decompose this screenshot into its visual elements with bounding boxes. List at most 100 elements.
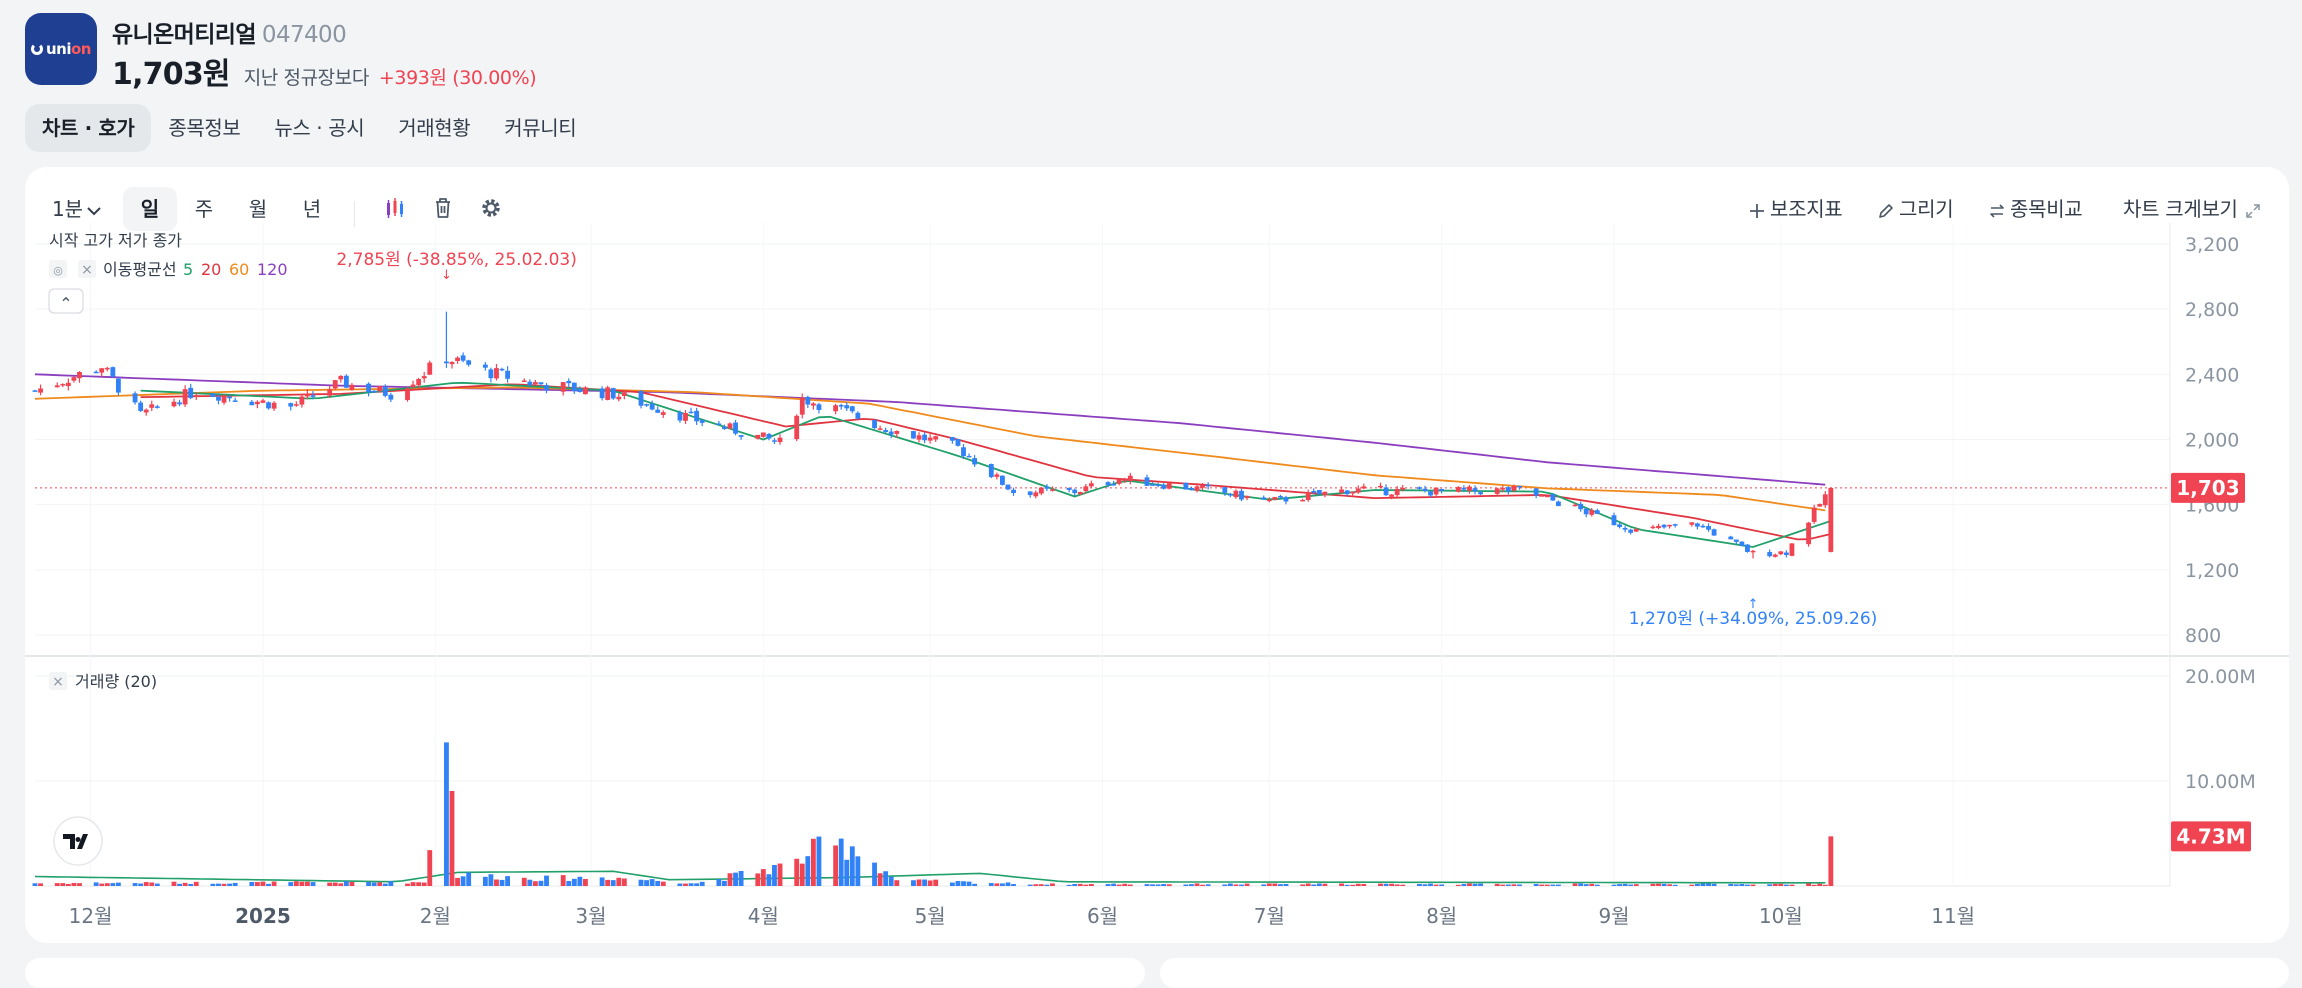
candle-body <box>1817 504 1823 507</box>
trash-icon[interactable] <box>426 191 460 225</box>
volume-tick-label: 10.00M <box>2185 771 2256 793</box>
volume-bar <box>32 883 38 886</box>
candle-body <box>894 430 900 434</box>
draw-button[interactable]: 그리기 <box>1877 187 1954 231</box>
x-tick-label: 8월 <box>1426 904 1457 928</box>
volume-bar <box>1072 884 1078 886</box>
volume-bar <box>1378 883 1383 886</box>
volume-bar <box>1050 883 1055 886</box>
candle-body <box>683 412 688 421</box>
volume-bar <box>1389 883 1395 886</box>
candle-body <box>1750 550 1756 553</box>
candle-body <box>1461 487 1467 490</box>
candle-body <box>1472 488 1478 492</box>
volume-bar <box>810 838 816 886</box>
volume-bar <box>1394 884 1400 886</box>
candle-body <box>377 386 383 392</box>
volume-bar <box>1822 884 1828 886</box>
y-tick-label: 3,200 <box>2185 234 2239 256</box>
volume-bar <box>132 883 138 886</box>
candle-body <box>755 434 761 439</box>
volume-bar <box>694 883 700 886</box>
volume-bar <box>1150 884 1155 886</box>
candle-body <box>1116 479 1122 484</box>
volume-bar <box>699 881 705 886</box>
volume-bar <box>1194 883 1200 886</box>
current-volume-badge-label: 4.73M <box>2176 824 2245 848</box>
candle-body <box>154 406 160 408</box>
volume-bar <box>115 882 121 886</box>
candle-body <box>293 404 299 406</box>
candle-type-icon[interactable] <box>378 191 412 225</box>
candle-body <box>688 411 694 414</box>
candle-body <box>60 384 66 386</box>
candle-body <box>1433 487 1439 495</box>
indicator-button[interactable]: 보조지표 <box>1748 187 1843 231</box>
fullscreen-button[interactable]: 차트 크게보기 <box>2123 187 2262 231</box>
gear-icon[interactable] <box>474 191 508 225</box>
candle-body <box>65 382 71 387</box>
candle-body <box>1077 492 1083 495</box>
tab-news[interactable]: 뉴스 · 공시 <box>274 116 365 140</box>
candle-body <box>1650 526 1656 529</box>
tab-trading[interactable]: 거래현황 <box>398 116 471 140</box>
candle-body <box>1066 487 1072 490</box>
price-chart[interactable]: 3,2002,8002,4002,0001,6001,20080020.00M1… <box>25 223 2289 943</box>
candle-body <box>232 400 238 402</box>
ma-legend-period: 120 <box>257 260 288 279</box>
candle-body <box>694 410 700 422</box>
volume-bar <box>299 881 305 886</box>
candle-body <box>605 387 611 400</box>
candle-body <box>305 393 310 397</box>
volume-bar <box>1027 884 1033 886</box>
candle-body <box>1622 527 1628 530</box>
candle-body <box>794 415 800 440</box>
compare-button[interactable]: 종목비교 <box>1988 187 2083 231</box>
candle-body <box>382 386 388 396</box>
candle-body <box>1745 544 1750 552</box>
volume-bar <box>1739 883 1745 886</box>
candle-body <box>660 412 666 415</box>
volume-bar <box>844 859 850 886</box>
volume-bar <box>1494 883 1500 886</box>
candle-body <box>1689 522 1695 525</box>
volume-bar <box>532 881 538 886</box>
candle-body <box>1533 488 1539 496</box>
tab-info[interactable]: 종목정보 <box>168 116 241 140</box>
volume-bar <box>1672 884 1678 886</box>
interval-select[interactable]: 1분 <box>45 187 109 231</box>
volume-bar <box>377 882 383 886</box>
chart-card: 1분 일 주 월 년 보조지표 그리기 종목비교 차트 크게보기 3,200 2,… <box>25 167 2289 943</box>
ma-line-ma5 <box>140 381 1832 548</box>
period-month[interactable]: 월 <box>248 197 268 221</box>
candle-body <box>1578 503 1584 510</box>
tab-chart[interactable]: 차트 · 호가 <box>25 104 152 152</box>
volume-bar <box>327 882 333 886</box>
volume-bar <box>110 883 116 886</box>
candle-body <box>727 423 733 429</box>
volume-bar <box>1227 883 1233 886</box>
candle-body <box>1700 525 1706 528</box>
period-week[interactable]: 주 <box>194 197 214 221</box>
candle-body <box>444 361 449 364</box>
candle-body <box>1467 486 1472 491</box>
draw-label: 그리기 <box>1899 197 1954 221</box>
period-day[interactable]: 일 <box>123 187 177 231</box>
candle-body <box>1194 486 1200 491</box>
volume-bar <box>1339 883 1344 886</box>
current-price-badge-label: 1,703 <box>2176 476 2239 500</box>
volume-bar <box>1205 884 1211 886</box>
candle-body <box>177 402 182 405</box>
candle-body <box>1550 494 1556 501</box>
candle-body <box>1205 484 1211 487</box>
tab-community[interactable]: 커뮤니티 <box>504 116 577 140</box>
volume-bar <box>388 881 394 886</box>
volume-bar <box>922 879 927 886</box>
candle-body <box>849 406 855 412</box>
volume-bar <box>254 882 260 886</box>
candle-body <box>949 437 955 441</box>
chevron-down-icon <box>87 206 101 215</box>
period-year[interactable]: 년 <box>302 197 322 221</box>
candle-body <box>1583 508 1589 515</box>
volume-bar <box>1511 884 1517 886</box>
